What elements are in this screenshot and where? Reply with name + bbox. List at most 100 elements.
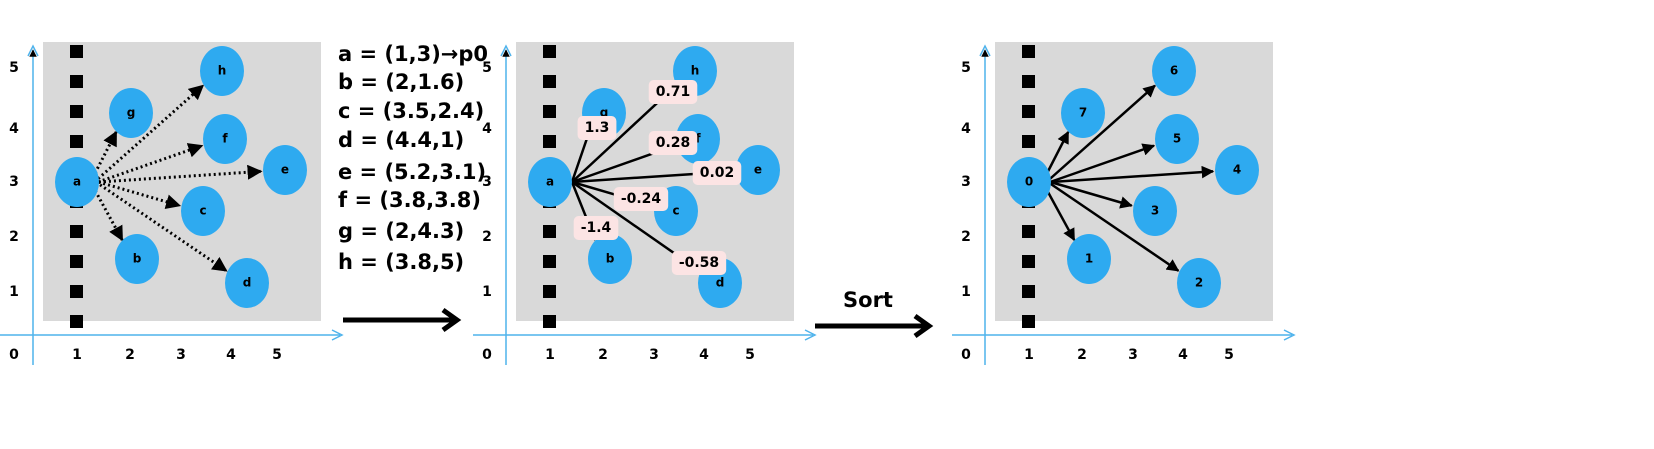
node-label: b [606,252,615,266]
node-label: c [199,204,206,218]
separator-dash [1022,315,1035,328]
edge [1050,180,1133,209]
x-tick-label: 2 [1077,347,1087,363]
separator-dash [70,45,83,58]
x-arrow [804,329,817,341]
separator-dash [543,225,556,238]
separator-dash [70,75,83,88]
separator-dash [543,285,556,298]
edge-label: 0.28 [656,135,691,151]
node [1177,258,1221,308]
y-tick-label: 3 [482,174,492,190]
edge [570,131,591,183]
edge-label: -0.58 [679,255,719,271]
y-tick-label: 4 [961,121,971,137]
node [225,258,269,308]
separator-dash [543,105,556,118]
node [263,145,307,195]
node [1133,186,1177,236]
node [1061,88,1105,138]
node [203,114,247,164]
edge-label-box [692,161,742,185]
point-coordinate: f = (3.8,3.8) [338,188,481,212]
node-label: 1 [1085,252,1093,266]
edge-label: -1.4 [581,220,612,236]
edge-label: 1.3 [585,120,610,136]
y-tick-label: 4 [9,121,19,137]
node-label: 5 [1173,132,1181,146]
edge [1047,180,1180,272]
y-tick-label: 3 [961,174,971,190]
x-tick-label: 5 [1224,347,1234,363]
node-label: d [243,276,252,290]
point-coordinate: c = (3.5,2.4) [338,99,484,123]
x-tick-label: 2 [125,347,135,363]
node [736,145,780,195]
separator-dash [1022,135,1035,148]
node-label: a [546,175,554,189]
x-tick-label: 5 [272,347,282,363]
transition-arrowhead [441,307,462,333]
node-label: c [672,204,679,218]
x-tick-label: 3 [176,347,186,363]
separator-dash [70,285,83,298]
edge-label: 0.71 [656,84,691,100]
x-tick-label: 3 [1128,347,1138,363]
edge-label-box [573,216,619,240]
separator-dash [1022,75,1035,88]
transition-arrowhead [913,313,934,339]
y-tick-label: 5 [961,60,971,76]
node [55,157,99,207]
y-tick-label: 1 [9,284,19,300]
separator-dash [543,45,556,58]
edge [1045,84,1156,183]
separator-dash [1022,255,1035,268]
node-label: h [218,64,227,78]
y-tick-label: 2 [961,229,971,245]
y-arrow [979,44,991,57]
node-label: b [133,252,142,266]
y-tick-label: 2 [9,229,19,245]
separator-dash [70,255,83,268]
x-tick-label: 1 [545,347,555,363]
edge-label-box [613,187,669,211]
edge-label: 0.02 [700,165,735,181]
node-label: 7 [1079,106,1087,120]
node [181,186,225,236]
node-label: 6 [1170,64,1178,78]
point-coordinate: e = (5.2,3.1) [338,160,486,184]
edge [89,130,118,183]
edge-label-box [577,116,617,140]
edge [1050,165,1215,184]
edge-label-box [671,251,727,275]
point-coordinate: d = (4.4,1) [338,128,464,152]
x-tick-label: 3 [649,347,659,363]
y-tick-label: 5 [9,60,19,76]
x-tick-label: 4 [699,347,709,363]
edge-label-box [648,80,698,104]
node-label: g [600,106,609,120]
separator-dash [1022,45,1035,58]
node [588,234,632,284]
node-label: e [281,163,289,177]
edge [98,180,182,210]
separator-dash [543,135,556,148]
y-tick-label: 3 [9,174,19,190]
y-tick-label: 1 [961,284,971,300]
x-tick-label: 4 [1178,347,1188,363]
x-tick-label: 5 [745,347,755,363]
separator-dash [70,315,83,328]
node [200,46,244,96]
node-label: h [691,64,700,78]
x-arrow [331,329,344,341]
separator-dash [543,75,556,88]
node-label: g [127,106,136,120]
node-label: f [695,132,701,146]
node [1067,234,1111,284]
node [115,234,159,284]
y-arrow [27,44,39,57]
separator-dash [1022,285,1035,298]
step-label: Sort [843,288,893,312]
y-tick-label: 2 [482,229,492,245]
